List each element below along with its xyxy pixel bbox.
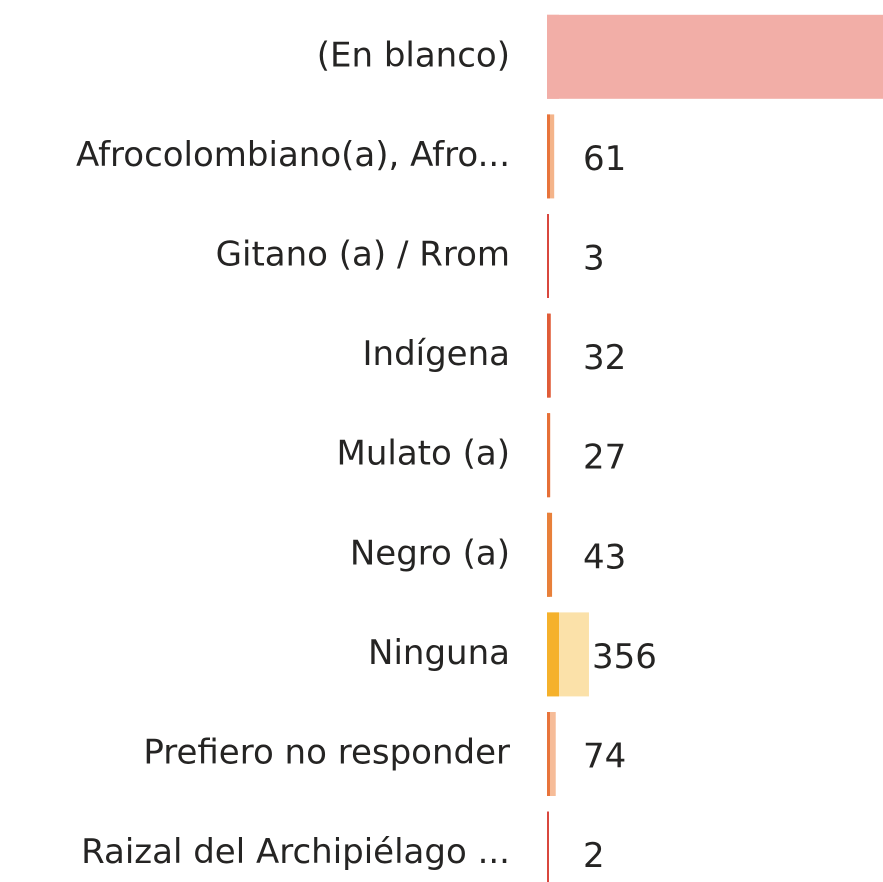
bar xyxy=(547,114,555,199)
bar-accent xyxy=(547,811,549,882)
category-label: Afrocolombiano(a), Afro... xyxy=(76,135,510,175)
data-label: 43 xyxy=(583,537,626,577)
category-label: Indígena xyxy=(363,334,511,374)
category-label: Gitano (a) / Rrom xyxy=(216,235,510,275)
data-label: 3 xyxy=(583,239,605,279)
category-label: Ninguna xyxy=(368,633,510,673)
category-label: Raizal del Archipiélago ... xyxy=(81,832,510,872)
category-label: Mulato (a) xyxy=(337,434,510,474)
bar xyxy=(547,712,556,796)
bar-accent xyxy=(547,512,550,597)
bar-accent xyxy=(547,413,550,498)
category-label: Negro (a) xyxy=(350,533,510,573)
bar-accent xyxy=(547,114,550,199)
bar-accent xyxy=(547,14,559,99)
bar-accent xyxy=(547,612,559,697)
data-label: 32 xyxy=(583,338,626,378)
bar-accent xyxy=(547,712,550,796)
bar-accent xyxy=(547,214,549,298)
data-label: 356 xyxy=(592,637,657,677)
bar xyxy=(547,14,883,99)
data-label: 61 xyxy=(583,139,626,179)
category-label: Prefiero no responder xyxy=(143,733,510,773)
bar-accent xyxy=(547,313,550,398)
data-label: 74 xyxy=(583,737,626,777)
data-label: 27 xyxy=(583,438,626,478)
data-label: 2 xyxy=(583,836,605,876)
category-label: (En blanco) xyxy=(317,35,510,75)
